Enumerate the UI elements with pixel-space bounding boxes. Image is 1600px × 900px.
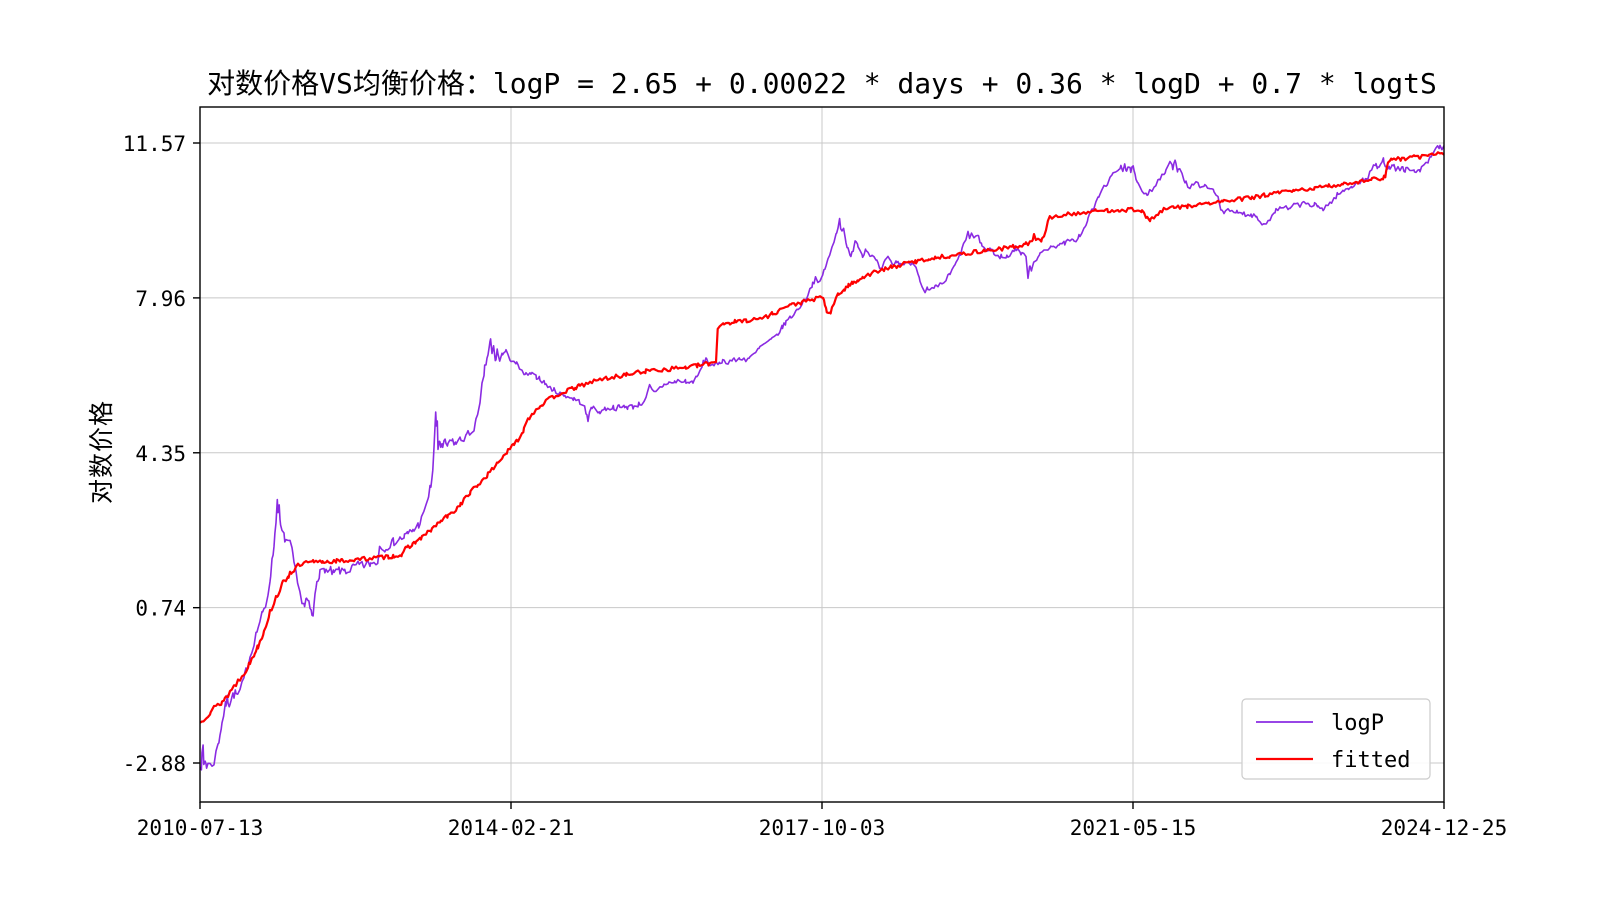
tick-marks	[193, 142, 1445, 809]
x-tick-label: 2010-07-13	[137, 816, 263, 840]
y-tick-label: 0.74	[135, 597, 186, 621]
x-tick-label: 2024-12-25	[1381, 816, 1507, 840]
x-tick-label: 2017-10-03	[759, 816, 885, 840]
legend-label-fitted: fitted	[1331, 748, 1410, 773]
y-tick-label: 11.57	[123, 132, 186, 156]
y-tick-label: 4.35	[135, 442, 186, 466]
chart-title: 对数价格VS均衡价格：logP = 2.65 + 0.00022 * days …	[207, 67, 1437, 100]
gridlines	[199, 107, 1445, 802]
legend-label-logP: logP	[1331, 711, 1384, 736]
tick-labels: 11.57 7.96 4.35 0.74 -2.88 2010-07-13 2014-02-…	[123, 132, 1507, 840]
legend: logP fitted	[1241, 698, 1431, 780]
x-tick-label: 2021-05-15	[1070, 816, 1196, 840]
series-fitted-line	[200, 151, 1444, 724]
y-tick-label: 7.96	[135, 287, 186, 311]
series-group	[200, 144, 1444, 771]
y-tick-label: -2.88	[123, 752, 186, 776]
x-tick-label: 2014-02-21	[448, 816, 574, 840]
series-logP-line	[200, 144, 1444, 771]
y-axis-label: 对数价格	[87, 399, 116, 505]
